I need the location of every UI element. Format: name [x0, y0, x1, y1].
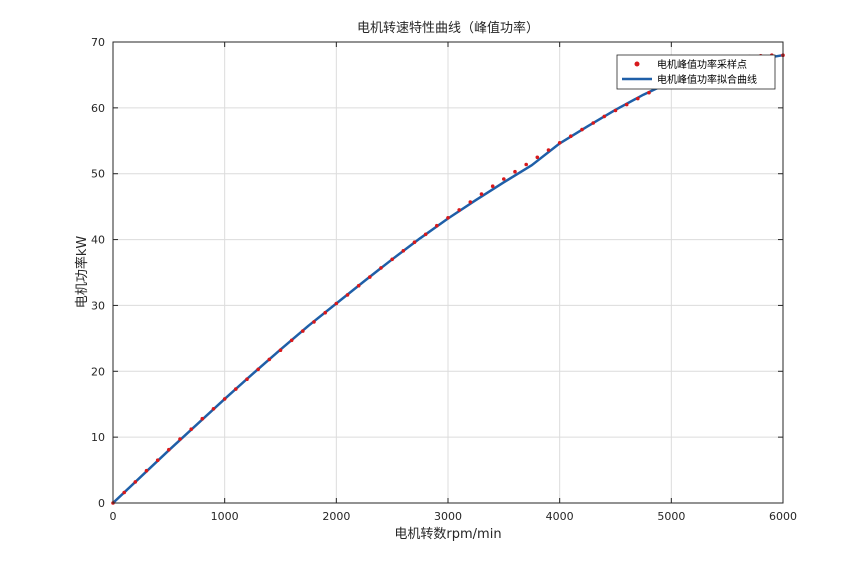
sample-point: [502, 177, 506, 181]
x-tick-label: 4000: [546, 510, 574, 523]
x-tick-label: 5000: [657, 510, 685, 523]
sample-point: [178, 437, 182, 441]
sample-point: [222, 397, 227, 401]
sample-point: [155, 458, 160, 463]
sample-point: [535, 155, 540, 160]
y-tick-label: 40: [91, 234, 105, 247]
sample-point: [189, 427, 193, 432]
x-axis-title: 电机转数rpm/min: [394, 527, 501, 542]
sample-point: [490, 184, 495, 188]
sample-point: [144, 468, 149, 473]
y-tick-label: 70: [91, 36, 105, 49]
sample-point: [256, 367, 261, 372]
sample-point: [435, 223, 439, 228]
sample-point: [468, 200, 473, 204]
sample-point: [401, 249, 406, 253]
sample-point: [412, 240, 417, 244]
y-tick-label: 20: [91, 365, 105, 378]
sample-point: [546, 148, 551, 152]
sample-point: [334, 301, 339, 306]
sample-point: [457, 208, 462, 212]
x-tick-labels: 0 1000 2000 3000 4000 5000 6000: [110, 510, 798, 523]
sample-point: [211, 407, 216, 411]
sample-point: [245, 377, 249, 382]
sample-point: [569, 134, 573, 138]
y-tick-label: 30: [91, 299, 105, 312]
sample-point: [524, 162, 528, 167]
sample-point: [591, 121, 595, 125]
sample-point: [278, 348, 283, 353]
legend-label-sample-points: 电机峰值功率采样点: [657, 58, 747, 71]
legend-label-fit-curve: 电机峰值功率拟合曲线: [657, 73, 757, 86]
legend-box: [616, 54, 776, 90]
sample-point: [479, 192, 484, 196]
sample-point: [557, 141, 562, 145]
chart-title: 电机转速特性曲线（峰值功率）: [357, 20, 539, 36]
y-tick-label: 10: [91, 431, 105, 444]
legend-marker-sample-points: [634, 61, 640, 67]
y-tick-label: 50: [91, 168, 105, 181]
x-tick-label: 3000: [434, 510, 462, 523]
sample-point: [167, 447, 171, 452]
sample-point: [613, 108, 618, 113]
sample-point: [133, 480, 138, 484]
legend: 电机峰值功率采样点 电机峰值功率拟合曲线: [616, 54, 776, 90]
x-tick-label: 1000: [211, 510, 239, 523]
sample-point: [122, 490, 126, 495]
sample-point: [200, 416, 205, 421]
sample-point: [580, 127, 584, 132]
sample-point: [390, 257, 395, 262]
x-tick-label: 0: [110, 510, 117, 523]
x-tick-label: 2000: [322, 510, 350, 523]
sample-point: [368, 275, 372, 279]
sample-point: [602, 114, 607, 119]
sample-point: [301, 329, 305, 333]
sample-point: [323, 310, 328, 315]
sample-point: [624, 102, 629, 107]
sample-point: [513, 169, 517, 174]
y-tick-labels: 0 10 20 30 40 50 60 70: [91, 36, 105, 510]
sample-point: [312, 320, 316, 324]
sample-point: [446, 216, 450, 220]
sample-point: [345, 293, 350, 297]
y-axis-title: 电机功率kW: [74, 236, 90, 309]
grid-lines: [113, 42, 783, 503]
sample-point: [356, 283, 361, 288]
sample-point: [289, 338, 294, 343]
x-tick-label: 6000: [769, 510, 797, 523]
sample-point: [636, 96, 640, 101]
sample-point: [647, 90, 651, 95]
y-tick-label: 0: [98, 497, 105, 510]
sample-point: [379, 266, 383, 270]
sample-point: [267, 357, 272, 362]
sample-point: [423, 232, 428, 237]
sample-point: [234, 387, 238, 391]
y-tick-label: 60: [91, 102, 105, 115]
plot-frame: [112, 41, 784, 504]
